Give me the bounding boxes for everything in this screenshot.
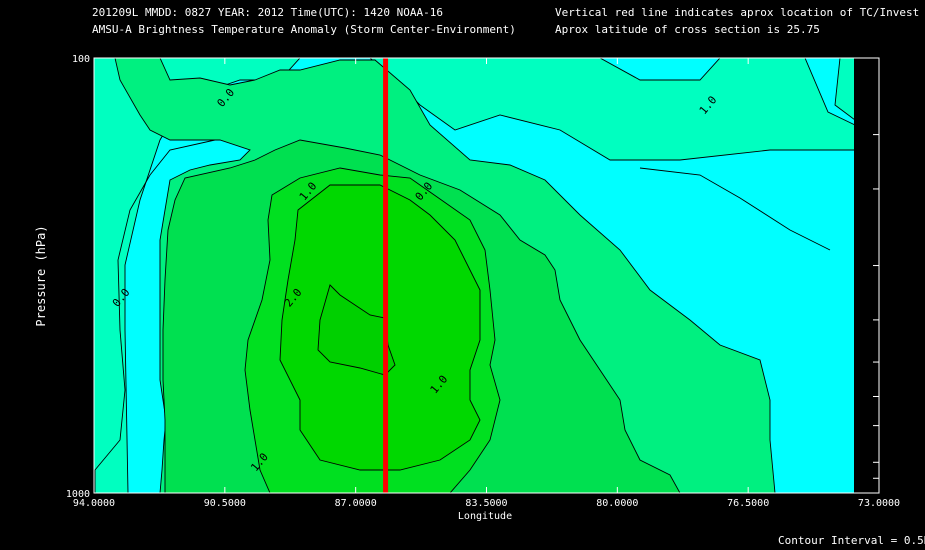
- y-axis-label: Pressure (hPa): [34, 225, 48, 326]
- x-tick-label: 80.0000: [596, 498, 638, 509]
- contour-line-east: [639, 167, 831, 251]
- x-tick-label: 73.0000: [858, 498, 900, 509]
- y-tick-label: 1000: [66, 489, 90, 500]
- contour-interval-label: Contour Interval = 0.5K: [778, 534, 925, 547]
- x-tick-label: 87.0000: [335, 498, 377, 509]
- x-axis-label: Longitude: [458, 511, 512, 522]
- header-line-1-right: Vertical red line indicates aprox locati…: [555, 6, 920, 19]
- x-tick-label: 94.0000: [73, 498, 115, 509]
- header-line-2-left: AMSU-A Brightness Temperature Anomaly (S…: [92, 23, 516, 36]
- axes: 94.0000 90.5000 87.0000 83.5000 80.0000 76.50…: [66, 54, 900, 509]
- x-tick-label: 90.5000: [204, 498, 246, 509]
- anomaly-above-2.5-region: [317, 284, 396, 376]
- header-line-2-right: Aprox latitude of cross section is 25.75: [555, 23, 820, 36]
- x-tick-label: 83.5000: [465, 498, 507, 509]
- contour-line-0.0-west: [94, 139, 216, 493]
- header-line-1-left: 201209L MMDD: 0827 YEAR: 2012 Time(UTC):…: [92, 6, 443, 19]
- no-data-strip: [854, 58, 879, 493]
- y-tick-label: 100: [72, 54, 90, 65]
- plot-area: [93, 57, 879, 494]
- x-tick-label: 76.5000: [727, 498, 769, 509]
